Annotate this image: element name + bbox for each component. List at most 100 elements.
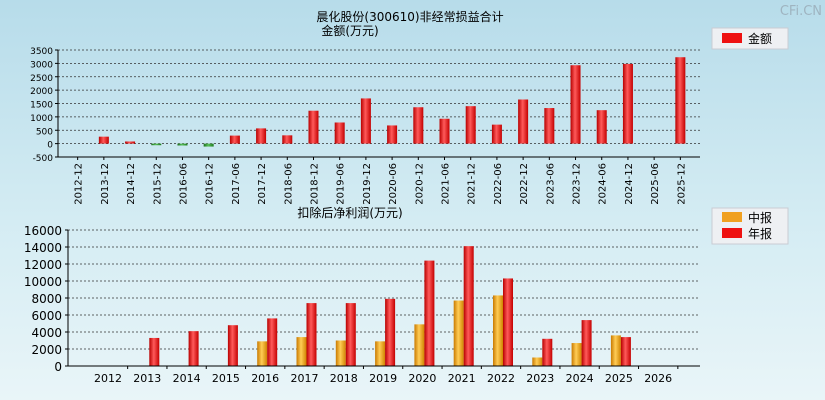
chart1-bar xyxy=(360,98,371,144)
chart2-x-tick-label: 2015 xyxy=(212,372,240,385)
chart1-title: 晨化股份(300610)非经常损益合计 xyxy=(316,9,503,24)
chart2-x-tick-label: 2018 xyxy=(330,372,358,385)
chart1-x-tick-label: 2025-12 xyxy=(676,163,687,205)
chart1-x-tick-label: 2020-12 xyxy=(414,163,425,205)
chart2-x-tick-label: 2016 xyxy=(251,372,279,385)
chart1-x-tick-label: 2016-12 xyxy=(205,163,216,205)
chart2-bar-annual xyxy=(345,303,356,366)
chart1-bar xyxy=(675,57,686,144)
chart2-bar-annual xyxy=(581,320,592,366)
chart2-y-tick-label: 6000 xyxy=(31,309,62,323)
chart2-x-tick-label: 2017 xyxy=(291,372,319,385)
chart1-gridlines xyxy=(58,49,700,145)
chart2-bar-midyear xyxy=(257,341,268,366)
chart2-x-tick-labels: 2012 2013 2014 2015 2016 2017 2018 2019 2020 2021… xyxy=(94,372,672,385)
chart1-y-tick-label: 1500 xyxy=(30,101,53,111)
chart2-legend-label-annual: 年报 xyxy=(748,226,772,241)
chart1-x-tick-label: 2023-12 xyxy=(572,163,583,205)
chart1-bar xyxy=(98,136,109,144)
chart1-x-tick-label: 2015-12 xyxy=(152,163,163,205)
chart1-bar xyxy=(570,65,581,144)
watermark: CFi.CN xyxy=(780,4,822,19)
chart1-y-tick-label: 3000 xyxy=(30,60,53,70)
chart2-legend-swatch-mid xyxy=(722,212,742,222)
chart2-x-tick-label: 2020 xyxy=(408,372,436,385)
chart1-bar xyxy=(518,99,529,144)
chart1-bar xyxy=(465,106,476,144)
chart2-x-tick-label: 2013 xyxy=(133,372,161,385)
chart1-x-tick-label: 2020-06 xyxy=(388,163,399,205)
chart1-x-tick-label: 2025-06 xyxy=(650,163,661,205)
chart2-legend-label-mid: 中报 xyxy=(748,210,772,225)
chart2-bar-annual xyxy=(424,260,435,366)
chart2-y-tick-label: 2000 xyxy=(31,343,62,357)
chart1-bar xyxy=(439,118,450,144)
chart2-x-tick-label: 2023 xyxy=(526,372,554,385)
chart1-legend: 金额 xyxy=(711,27,789,50)
chart1-bar xyxy=(308,110,319,144)
chart2-bar-midyear xyxy=(335,340,346,366)
chart2-x-tick-label: 2012 xyxy=(94,372,122,385)
chart1-y-tick-label: 0 xyxy=(47,141,53,151)
chart2-x-tick-label: 2019 xyxy=(369,372,397,385)
chart1-bar xyxy=(596,110,607,144)
chart1-bar xyxy=(622,63,633,144)
chart1-y-tick-label: -500 xyxy=(33,154,54,164)
chart2-bar-annual xyxy=(306,303,317,366)
chart2-axes xyxy=(65,229,700,369)
chart1-y-tick-labels: -500 0 500 1000 1500 2000 2500 3000 3500 xyxy=(30,47,53,164)
chart1-bar xyxy=(203,143,214,147)
chart2-bar-midyear xyxy=(493,295,503,366)
chart2-bars xyxy=(149,246,631,366)
chart2-legend: 中报 年报 xyxy=(711,207,789,245)
chart2-bar-annual xyxy=(620,337,631,366)
chart2-legend-swatch-annual xyxy=(722,228,742,238)
chart1-bar xyxy=(282,135,293,144)
chart1-subtitle: 金额(万元) xyxy=(321,23,378,38)
chart1-bar xyxy=(413,107,424,144)
chart2-y-tick-label: 14000 xyxy=(24,241,62,255)
chart2-bar-annual xyxy=(267,318,278,366)
chart1-x-tick-label: 2017-06 xyxy=(231,163,242,205)
chart2-bar-annual xyxy=(463,246,474,366)
chart1-x-tick-labels: 2012-12 2013-12 2014-12 2015-12 2016-06 2016-… xyxy=(74,163,688,205)
chart2-y-tick-label: 10000 xyxy=(24,275,62,289)
chart1-y-tick-label: 2000 xyxy=(30,87,53,97)
chart1-bar xyxy=(125,141,136,144)
chart2-bar-annual xyxy=(503,278,513,366)
chart1-bars xyxy=(98,57,686,147)
chart2-bar-annual xyxy=(385,298,396,366)
chart1-x-tick-label: 2016-06 xyxy=(178,163,189,205)
chart2-bar-midyear xyxy=(296,337,307,366)
chart1-legend-swatch xyxy=(722,33,742,43)
chart1-x-tick-label: 2024-12 xyxy=(624,163,635,205)
chart1-y-tick-label: 3500 xyxy=(30,47,53,57)
chart1-x-tick-label: 2014-12 xyxy=(126,163,137,205)
chart1-y-tick-label: 2500 xyxy=(30,74,53,84)
chart1-x-tick-label: 2012-12 xyxy=(74,163,85,205)
chart1-bar xyxy=(229,135,240,144)
chart1-x-tick-label: 2024-06 xyxy=(598,163,609,205)
chart1-x-tick-label: 2019-06 xyxy=(336,163,347,205)
chart1-bar xyxy=(491,124,502,144)
chart1-x-tick-label: 2013-12 xyxy=(100,163,111,205)
chart1-x-tick-label: 2023-06 xyxy=(545,163,556,205)
chart1-bar xyxy=(334,122,345,144)
chart1-bar xyxy=(544,108,555,144)
chart2-bar-midyear xyxy=(532,357,543,366)
chart2-y-tick-label: 12000 xyxy=(24,258,62,272)
chart2-x-tick-label: 2026 xyxy=(644,372,672,385)
chart2-x-tick-label: 2024 xyxy=(566,372,594,385)
chart2-bar-annual xyxy=(188,331,199,366)
chart2-y-tick-label: 8000 xyxy=(31,292,62,306)
chart2-bar-midyear xyxy=(571,343,582,366)
chart2-bar-midyear xyxy=(414,324,425,366)
chart2-bar-midyear xyxy=(610,335,621,366)
chart2-bar-annual xyxy=(149,337,160,366)
chart2-bar-annual xyxy=(542,338,553,366)
chart1-bar xyxy=(256,128,267,144)
chart2-x-tick-label: 2022 xyxy=(487,372,515,385)
chart1-bar xyxy=(387,125,398,144)
chart2-gridlines xyxy=(68,229,700,350)
